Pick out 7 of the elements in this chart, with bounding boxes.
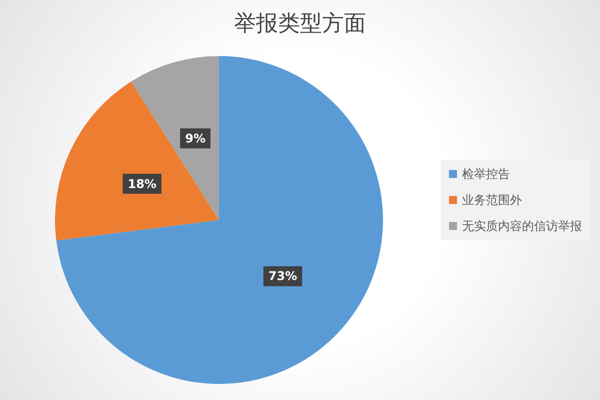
chart-title: 举报类型方面 [234, 12, 366, 36]
data-label: 18% [128, 176, 156, 191]
legend-label: 检举控告 [462, 167, 510, 181]
legend-label: 业务范围外 [462, 193, 522, 207]
data-label: 73% [268, 269, 298, 284]
legend-label: 无实质内容的信访举报 [462, 219, 582, 233]
data-label: 9% [185, 131, 206, 146]
